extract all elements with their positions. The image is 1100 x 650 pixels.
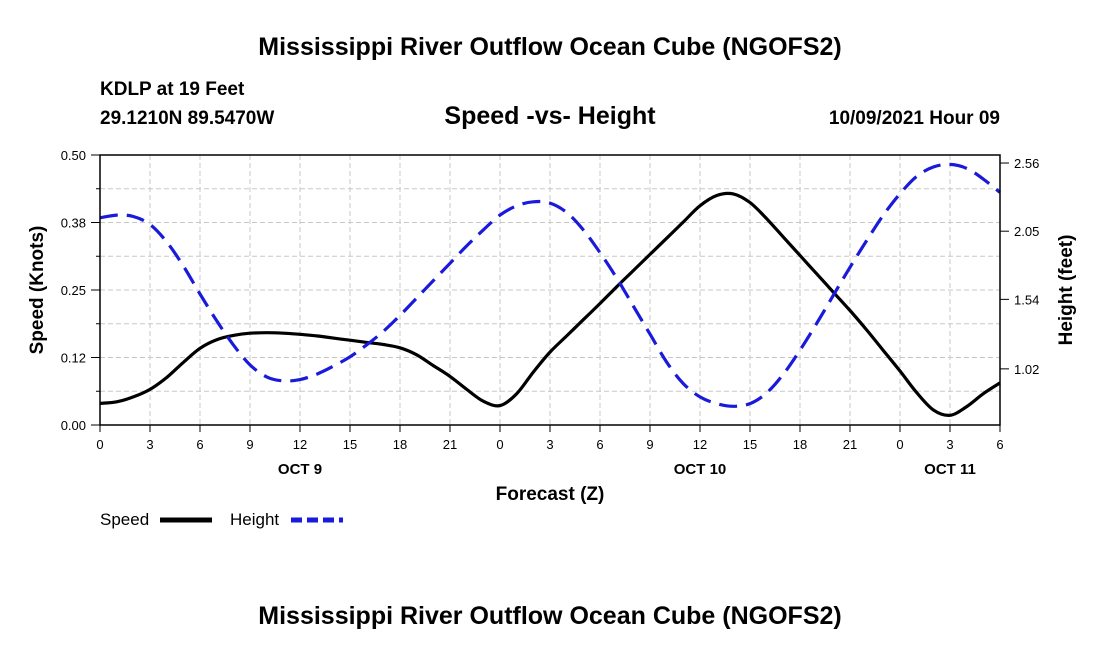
chart-subtitle: Speed -vs- Height [444, 102, 656, 130]
y-left-tick-label: 0.12 [61, 351, 86, 366]
x-tick-label: 6 [996, 437, 1003, 452]
x-date-label: OCT 10 [674, 461, 727, 478]
x-tick-label: 12 [293, 437, 307, 452]
x-date-label: OCT 9 [278, 461, 322, 478]
x-tick-label: 9 [646, 437, 653, 452]
x-tick-label: 3 [946, 437, 953, 452]
y-right-tick-label: 1.54 [1014, 292, 1039, 307]
x-tick-label: 9 [246, 437, 253, 452]
legend-label-height: Height [230, 510, 279, 529]
y-right-tick-label: 2.56 [1014, 156, 1039, 171]
x-date-label: OCT 11 [924, 461, 976, 478]
axis-ticks: 0 3 6 9 12 15 18 21 0 3 6 9 12 15 18 21 0 3 6 0.00 0.12 0.25 0… [61, 148, 1040, 478]
y-axis-left-label: Speed (Knots) [27, 226, 48, 355]
x-tick-label: 6 [196, 437, 203, 452]
series-line-height [99, 162, 1001, 408]
x-tick-label: 3 [146, 437, 153, 452]
legend: Speed Height [100, 510, 343, 529]
x-tick-label: 0 [896, 437, 903, 452]
chart-title: Mississippi River Outflow Ocean Cube (NG… [258, 33, 841, 61]
x-tick-label: 0 [496, 437, 503, 452]
x-tick-label: 21 [843, 437, 857, 452]
grid-lines [100, 155, 1000, 425]
series-lines [99, 162, 1001, 417]
y-left-tick-label: 0.50 [61, 148, 86, 163]
y-left-tick-label: 0.00 [61, 418, 86, 433]
location-label: 29.1210N 89.5470W [100, 108, 274, 129]
y-left-tick-label: 0.25 [61, 283, 86, 298]
footer-title: Mississippi River Outflow Ocean Cube (NG… [258, 602, 841, 630]
datetime-label: 10/09/2021 Hour 09 [829, 108, 1000, 129]
x-tick-label: 15 [743, 437, 757, 452]
y-right-tick-label: 1.02 [1014, 362, 1039, 377]
series-line-speed [99, 191, 1001, 417]
x-axis-label: Forecast (Z) [496, 484, 605, 505]
x-tick-label: 0 [96, 437, 103, 452]
x-tick-label: 3 [546, 437, 553, 452]
x-tick-label: 21 [443, 437, 457, 452]
y-axis-right-label: Height (feet) [1056, 235, 1077, 346]
x-tick-label: 15 [343, 437, 357, 452]
x-tick-label: 12 [693, 437, 707, 452]
y-right-tick-label: 2.05 [1014, 224, 1039, 239]
station-label: KDLP at 19 Feet [100, 79, 245, 100]
x-tick-label: 18 [393, 437, 407, 452]
y-left-tick-label: 0.38 [61, 216, 86, 231]
x-tick-label: 18 [793, 437, 807, 452]
legend-label-speed: Speed [100, 510, 149, 529]
x-tick-label: 6 [596, 437, 603, 452]
